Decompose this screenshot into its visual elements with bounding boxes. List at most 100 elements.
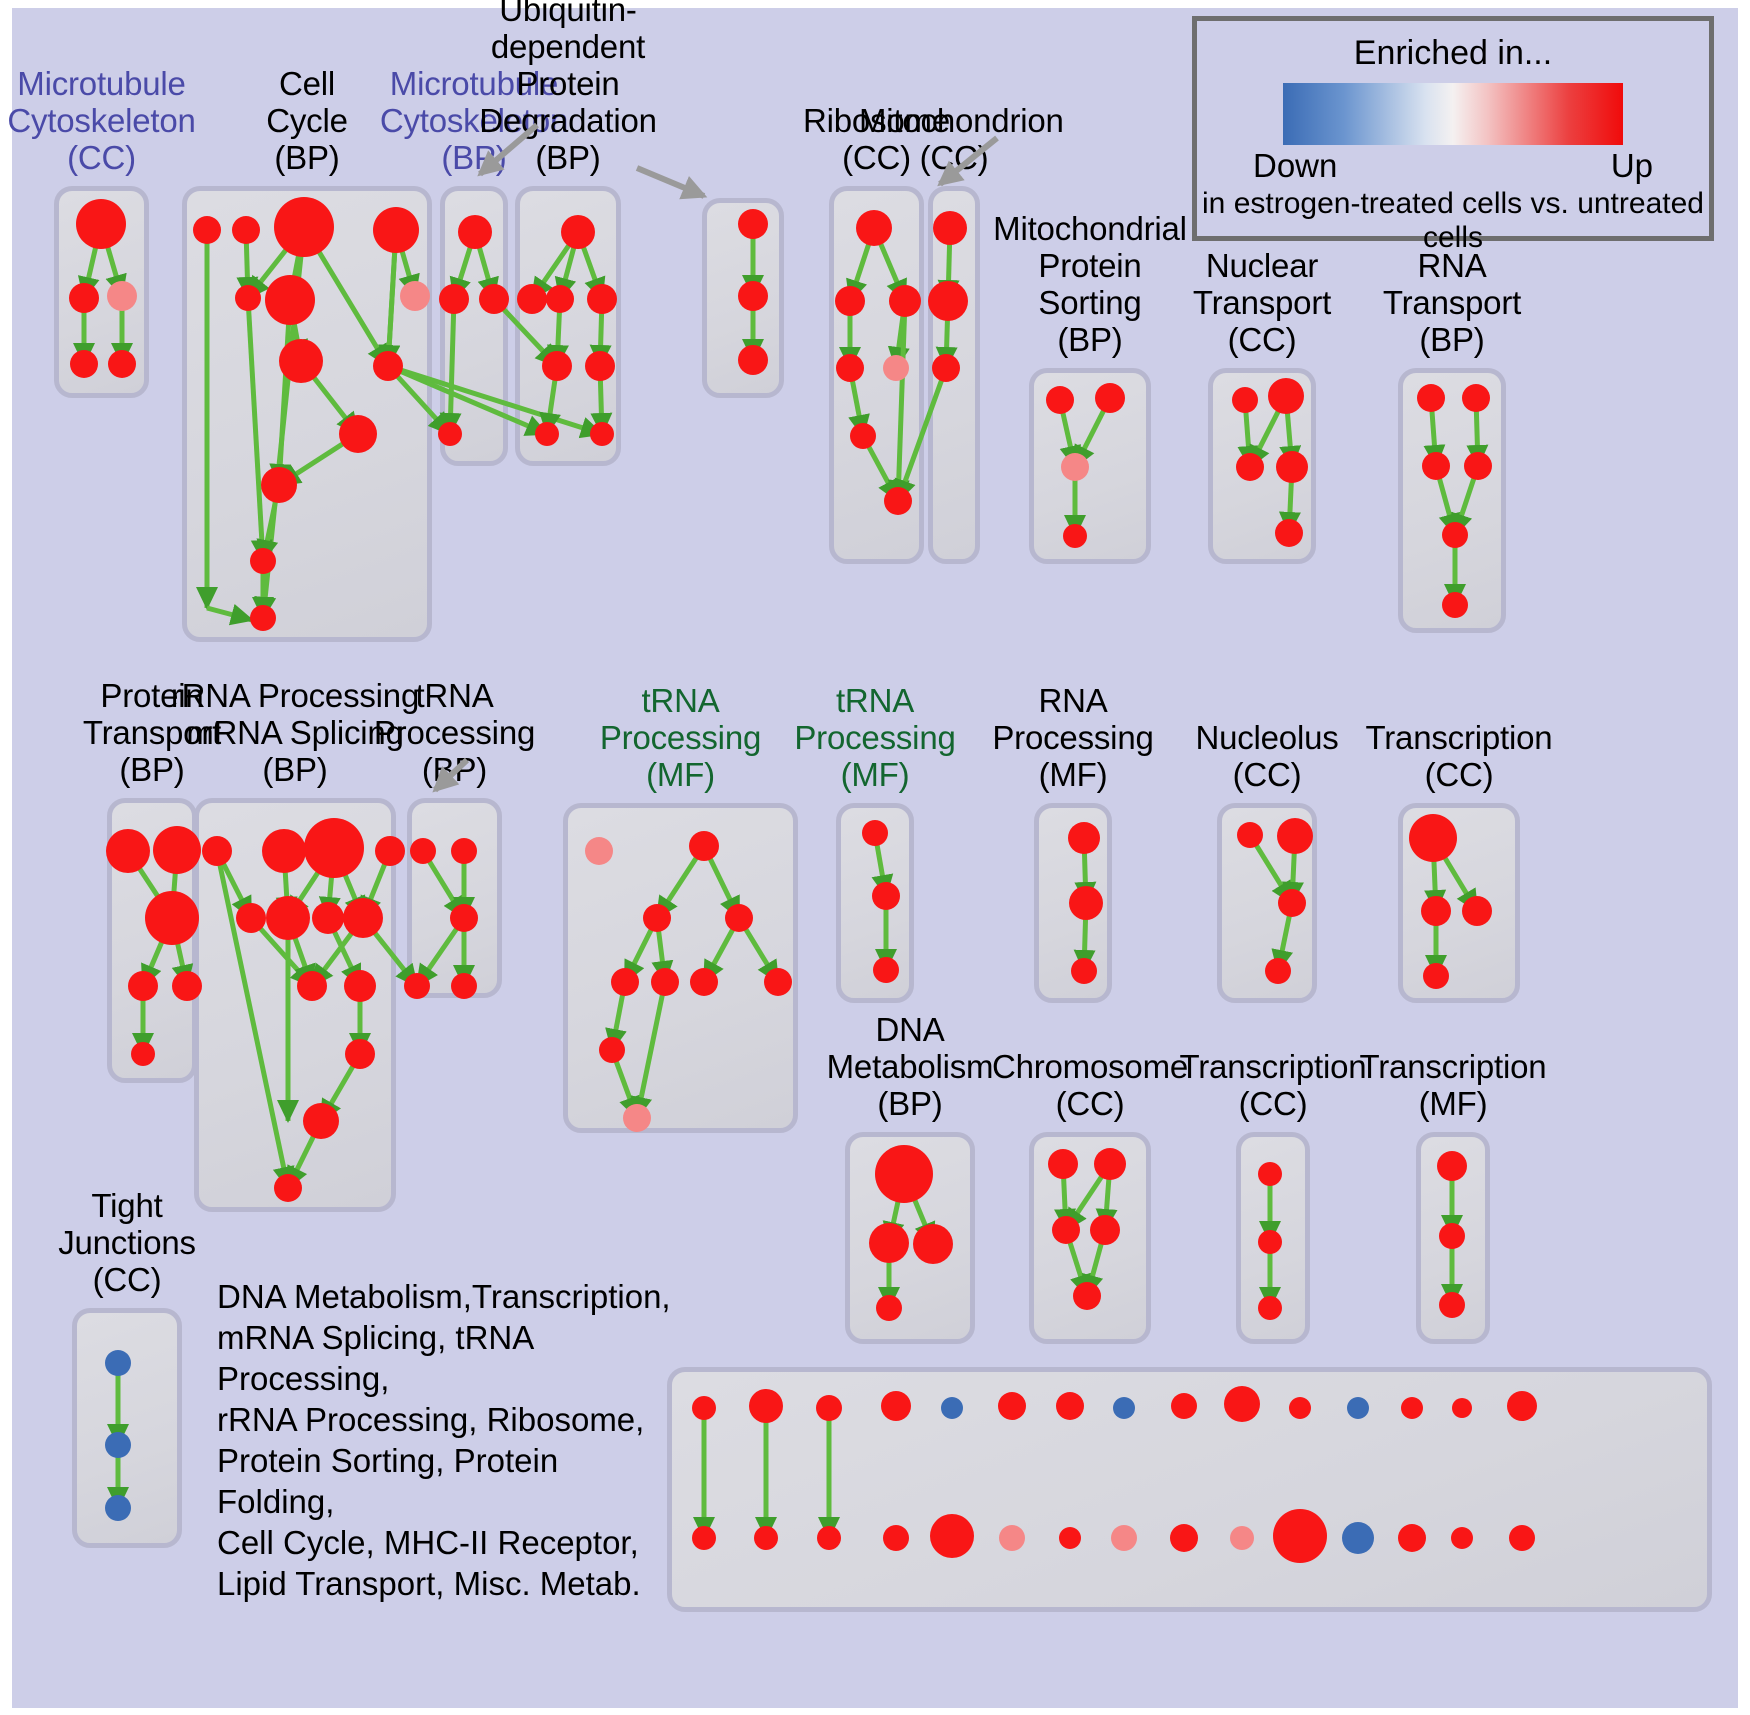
node-cell-cycle-bp[interactable]: [400, 281, 430, 311]
node-protein-transport-bp[interactable]: [128, 971, 158, 1001]
node-rrna-processing-mrna-splicing-bp[interactable]: [236, 903, 266, 933]
node-rrna-processing-mrna-splicing-bp[interactable]: [343, 898, 383, 938]
node-cell-cycle-bp[interactable]: [339, 415, 377, 453]
node-rrna-processing-mrna-splicing-bp[interactable]: [266, 896, 310, 940]
node-chromosome-cc[interactable]: [1048, 1149, 1078, 1179]
node-ribosome-cc[interactable]: [836, 354, 864, 382]
node-transcription-cc-upper[interactable]: [1462, 896, 1492, 926]
node-misc-strip[interactable]: [1230, 1526, 1254, 1550]
node-trna-processing-mf-1[interactable]: [725, 904, 753, 932]
node-cell-cycle-bp[interactable]: [274, 197, 334, 257]
node-rrna-processing-mrna-splicing-bp[interactable]: [274, 1174, 302, 1202]
node-trna-processing-mf-1[interactable]: [643, 904, 671, 932]
node-microtubule-cytoskeleton-cc[interactable]: [70, 350, 98, 378]
node-misc-strip[interactable]: [883, 1525, 909, 1551]
node-rrna-processing-mrna-splicing-bp[interactable]: [345, 1039, 375, 1069]
node-trna-processing-mf-1[interactable]: [611, 968, 639, 996]
node-ribosome-cc[interactable]: [835, 286, 865, 316]
node-trna-processing-mf-1[interactable]: [651, 968, 679, 996]
node-trna-processing-bp[interactable]: [451, 838, 477, 864]
node-rna-processing-mf[interactable]: [1068, 822, 1100, 854]
node-misc-strip[interactable]: [1398, 1524, 1426, 1552]
node-rrna-processing-mrna-splicing-bp[interactable]: [375, 836, 405, 866]
node-misc-strip[interactable]: [692, 1396, 716, 1420]
node-misc-strip[interactable]: [1342, 1522, 1374, 1554]
node-microtubule-cytoskeleton-cc[interactable]: [107, 281, 137, 311]
node-misc-strip[interactable]: [1507, 1391, 1537, 1421]
node-misc-strip[interactable]: [692, 1526, 716, 1550]
node-trna-processing-bp[interactable]: [451, 973, 477, 999]
node-rna-transport-bp[interactable]: [1462, 384, 1490, 412]
node-mitochondrion-cc[interactable]: [928, 281, 968, 321]
node-rna-transport-bp[interactable]: [1442, 592, 1468, 618]
node-misc-strip[interactable]: [1171, 1393, 1197, 1419]
node-ribosome-cc[interactable]: [889, 285, 921, 317]
node-misc-strip[interactable]: [941, 1397, 963, 1419]
node-trna-processing-mf-1[interactable]: [585, 837, 613, 865]
node-misc-strip[interactable]: [1113, 1397, 1135, 1419]
node-misc-strip[interactable]: [1111, 1525, 1137, 1551]
node-cell-cycle-bp[interactable]: [193, 216, 221, 244]
node-mitochondrion-cc[interactable]: [932, 354, 960, 382]
node-rna-transport-bp[interactable]: [1442, 522, 1468, 548]
node-nuclear-transport-cc[interactable]: [1275, 519, 1303, 547]
node-misc-strip[interactable]: [881, 1391, 911, 1421]
node-misc-strip[interactable]: [999, 1525, 1025, 1551]
node-nuclear-transport-cc[interactable]: [1268, 378, 1304, 414]
node-protein-transport-bp[interactable]: [145, 891, 199, 945]
node-misc-strip[interactable]: [1509, 1525, 1535, 1551]
node-microtubule-cytoskeleton-bp[interactable]: [438, 422, 462, 446]
node-cell-cycle-bp[interactable]: [235, 285, 261, 311]
node-ubiquitin-protein-degradation-bp[interactable]: [517, 284, 547, 314]
node-trna-processing-bp[interactable]: [410, 838, 436, 864]
node-misc-strip[interactable]: [1170, 1524, 1198, 1552]
node-cell-cycle-bp[interactable]: [373, 351, 403, 381]
node-nuclear-transport-cc[interactable]: [1236, 453, 1264, 481]
node-ubiquitin-protein-degradation-bp[interactable]: [587, 284, 617, 314]
node-dna-metabolism-bp[interactable]: [869, 1223, 909, 1263]
node-rna-processing-mf[interactable]: [1069, 886, 1103, 920]
node-cell-cycle-bp[interactable]: [373, 207, 419, 253]
node-rrna-processing-mrna-splicing-bp[interactable]: [202, 836, 232, 866]
node-rna-transport-bp[interactable]: [1422, 452, 1450, 480]
node-rna-processing-mf[interactable]: [1071, 958, 1097, 984]
node-mitochondrial-protein-sorting-bp[interactable]: [1095, 383, 1125, 413]
cluster-trna-processing-bp[interactable]: [407, 798, 502, 998]
node-ubiquitin-side-cluster[interactable]: [738, 345, 768, 375]
node-cell-cycle-bp[interactable]: [261, 467, 297, 503]
node-microtubule-cytoskeleton-bp[interactable]: [458, 215, 492, 249]
node-transcription-mf[interactable]: [1437, 1151, 1467, 1181]
node-mitochondrial-protein-sorting-bp[interactable]: [1046, 386, 1074, 414]
node-trna-processing-mf-1[interactable]: [623, 1104, 651, 1132]
node-trna-processing-mf-1[interactable]: [690, 968, 718, 996]
node-tight-junctions-cc[interactable]: [105, 1432, 131, 1458]
node-ribosome-cc[interactable]: [856, 210, 892, 246]
node-ubiquitin-side-cluster[interactable]: [738, 209, 768, 239]
node-chromosome-cc[interactable]: [1094, 1148, 1126, 1180]
node-trna-processing-bp[interactable]: [450, 904, 478, 932]
node-transcription-cc-upper[interactable]: [1423, 963, 1449, 989]
node-trna-processing-mf-2[interactable]: [873, 957, 899, 983]
node-trna-processing-mf-2[interactable]: [872, 882, 900, 910]
node-dna-metabolism-bp[interactable]: [876, 1295, 902, 1321]
node-misc-strip[interactable]: [930, 1514, 974, 1558]
node-misc-strip[interactable]: [1289, 1397, 1311, 1419]
node-protein-transport-bp[interactable]: [172, 971, 202, 1001]
node-transcription-cc-lower[interactable]: [1258, 1296, 1282, 1320]
node-transcription-cc-upper[interactable]: [1421, 896, 1451, 926]
node-misc-strip[interactable]: [1347, 1397, 1369, 1419]
node-rrna-processing-mrna-splicing-bp[interactable]: [344, 970, 376, 1002]
node-misc-strip[interactable]: [1059, 1527, 1081, 1549]
node-misc-strip[interactable]: [749, 1389, 783, 1423]
node-cell-cycle-bp[interactable]: [250, 548, 276, 574]
node-trna-processing-mf-1[interactable]: [764, 968, 792, 996]
node-mitochondrial-protein-sorting-bp[interactable]: [1063, 524, 1087, 548]
node-misc-strip[interactable]: [1452, 1398, 1472, 1418]
node-cell-cycle-bp[interactable]: [250, 605, 276, 631]
node-ubiquitin-side-cluster[interactable]: [738, 281, 768, 311]
node-misc-strip[interactable]: [1273, 1509, 1327, 1563]
node-nucleolus-cc[interactable]: [1278, 889, 1306, 917]
node-chromosome-cc[interactable]: [1052, 1216, 1080, 1244]
node-transcription-cc-lower[interactable]: [1258, 1230, 1282, 1254]
node-transcription-mf[interactable]: [1439, 1292, 1465, 1318]
